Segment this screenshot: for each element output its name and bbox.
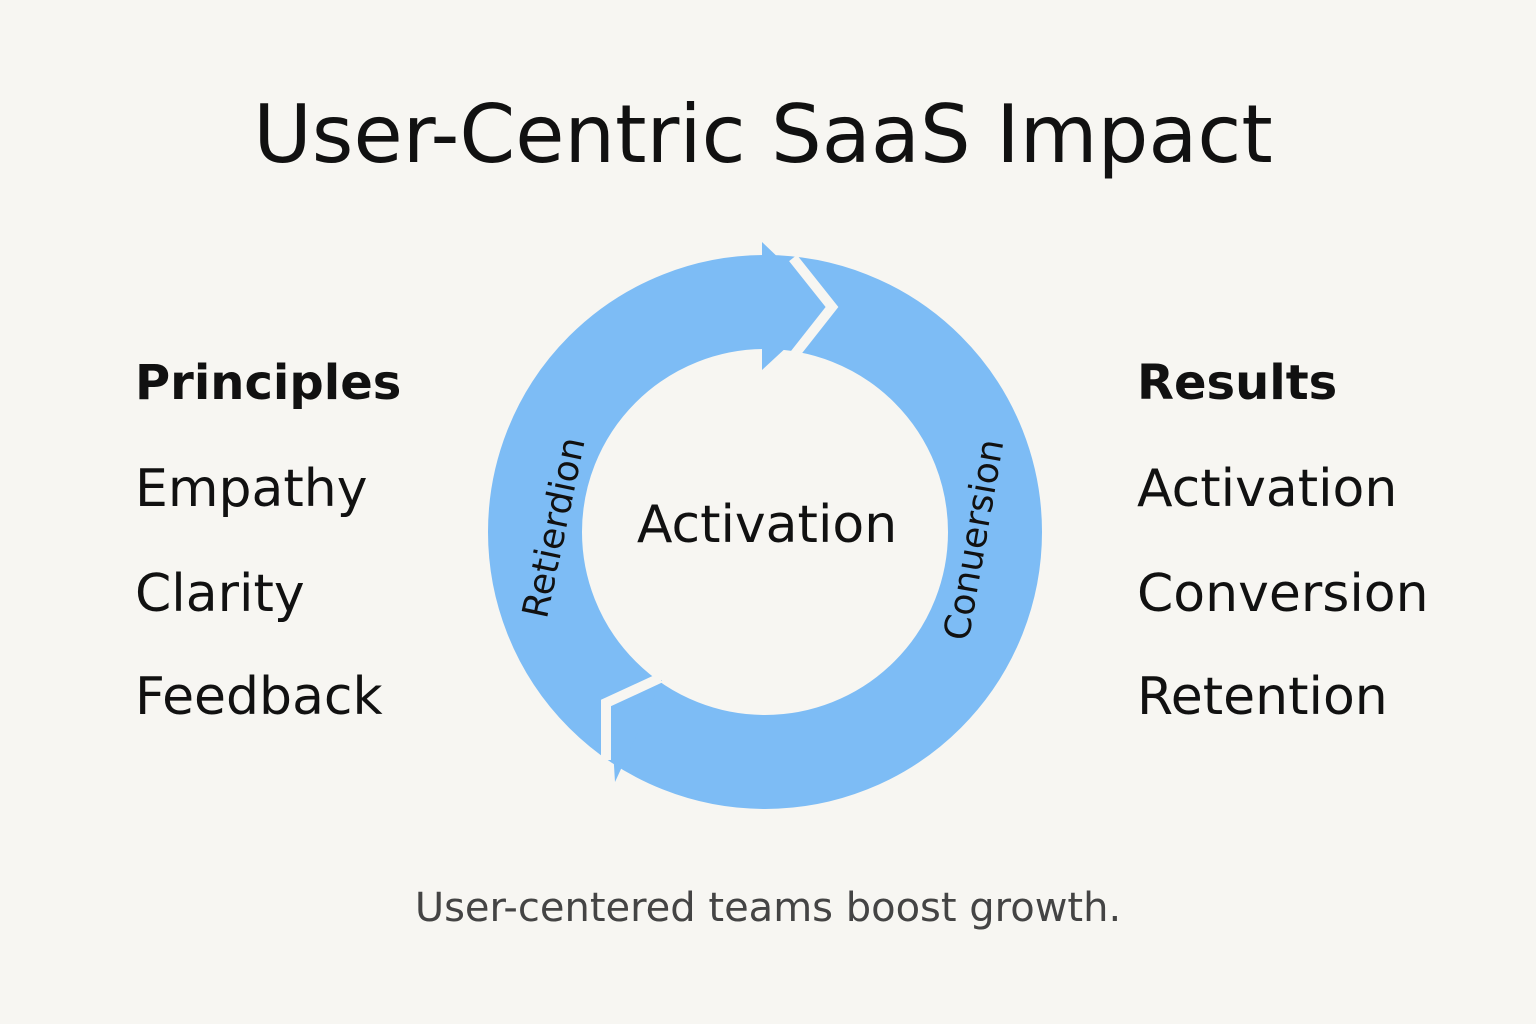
- principle-item: Feedback: [135, 667, 383, 727]
- arrow-gap: [789, 254, 839, 358]
- arrowhead: [610, 680, 662, 782]
- principle-item: Clarity: [135, 564, 305, 624]
- arrowhead: [762, 242, 830, 370]
- cycle-center-label: Activation: [637, 495, 897, 555]
- footer: User-centered teams boost growth.: [415, 885, 1121, 931]
- results-heading: Results: [1137, 355, 1337, 411]
- title: User-Centric SaaS Impact: [253, 88, 1273, 181]
- principles-heading: Principles: [135, 355, 401, 411]
- result-item: Conversion: [1137, 564, 1429, 624]
- principle-item: Empathy: [135, 459, 368, 519]
- result-item: Retention: [1137, 667, 1388, 727]
- arrow-gap: [601, 673, 663, 760]
- result-item: Activation: [1137, 459, 1397, 519]
- cycle: Retierdion Conuersion Activation: [488, 242, 1042, 809]
